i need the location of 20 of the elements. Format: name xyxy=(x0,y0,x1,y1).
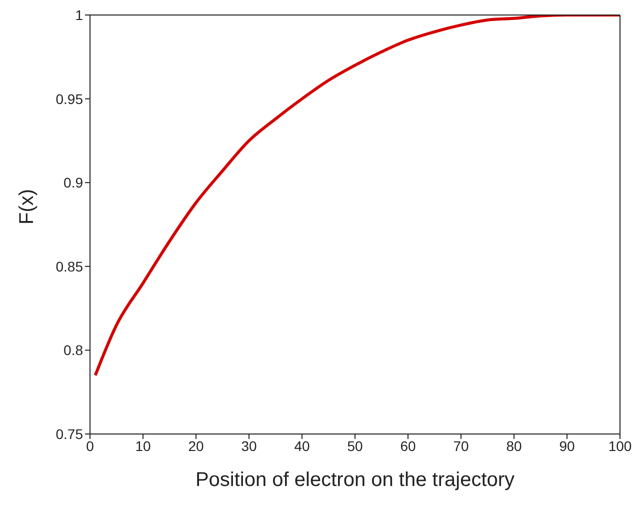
x-axis-title: Position of electron on the trajectory xyxy=(195,469,515,491)
y-tick-label: 0.8 xyxy=(64,342,84,358)
x-tick-label: 70 xyxy=(453,438,469,454)
y-tick-label: 0.9 xyxy=(64,174,84,191)
y-tick-label: 0.95 xyxy=(56,90,84,107)
y-tick-label: 0.85 xyxy=(56,258,84,274)
x-tick-label: 80 xyxy=(506,438,522,454)
x-tick-label: 30 xyxy=(241,438,257,454)
x-tick-label: 40 xyxy=(294,438,310,454)
y-tick-label: 1 xyxy=(75,6,84,23)
x-tick-label: 100 xyxy=(608,438,632,454)
x-tick-label: 50 xyxy=(347,438,363,454)
y-axis-title: F(x) xyxy=(16,188,38,224)
x-tick-label: 60 xyxy=(400,438,416,454)
x-tick-label: 20 xyxy=(188,438,204,454)
x-tick-label: 10 xyxy=(135,438,151,454)
y-tick-label: 0.75 xyxy=(56,426,84,442)
x-tick-label: 90 xyxy=(559,438,575,454)
x-tick-label: 0 xyxy=(86,438,94,454)
line-series xyxy=(94,15,620,377)
